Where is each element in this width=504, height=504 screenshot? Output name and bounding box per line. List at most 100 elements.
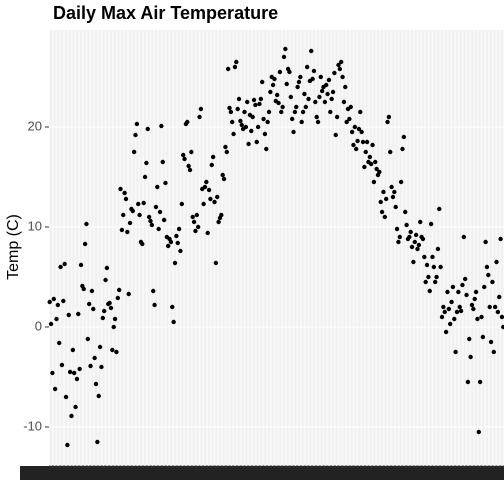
- point: [191, 219, 197, 225]
- point: [438, 264, 443, 270]
- y-axis-label: Temp (C): [5, 214, 22, 280]
- point: [176, 226, 182, 232]
- point: [202, 184, 208, 190]
- point: [67, 369, 73, 375]
- point: [194, 212, 200, 218]
- point: [487, 304, 492, 310]
- point: [296, 79, 302, 85]
- point: [483, 239, 488, 245]
- point: [300, 109, 306, 115]
- point: [123, 196, 129, 202]
- point: [446, 306, 452, 312]
- point: [322, 99, 328, 105]
- point: [272, 76, 277, 82]
- point: [486, 272, 491, 278]
- point: [65, 442, 70, 448]
- point: [175, 240, 180, 246]
- point: [288, 94, 294, 100]
- point: [230, 119, 235, 125]
- point: [397, 234, 402, 240]
- point: [57, 340, 62, 346]
- point: [81, 286, 86, 292]
- point: [235, 106, 240, 112]
- point: [55, 302, 61, 308]
- point: [441, 304, 446, 310]
- point: [66, 312, 71, 318]
- point: [208, 196, 213, 202]
- point: [104, 265, 110, 271]
- point: [270, 82, 276, 88]
- point: [205, 230, 210, 236]
- point: [195, 224, 201, 230]
- point: [231, 131, 236, 137]
- point: [268, 89, 273, 95]
- point: [348, 104, 353, 110]
- point: [238, 118, 243, 124]
- point: [477, 379, 483, 385]
- point: [277, 69, 283, 75]
- point: [186, 163, 191, 169]
- point: [234, 59, 239, 65]
- point: [174, 233, 179, 239]
- point: [228, 109, 234, 115]
- point: [499, 314, 504, 320]
- point: [69, 413, 74, 419]
- point: [329, 96, 334, 102]
- point: [91, 306, 96, 312]
- point: [295, 84, 300, 90]
- point: [464, 292, 469, 298]
- y-tick-label: 20: [28, 118, 42, 133]
- point: [224, 149, 229, 155]
- point: [409, 244, 415, 250]
- point: [88, 363, 93, 369]
- point: [428, 221, 434, 227]
- point: [379, 209, 385, 215]
- point: [330, 89, 336, 95]
- point: [434, 274, 439, 280]
- point: [155, 184, 160, 190]
- point: [281, 54, 287, 60]
- point: [349, 129, 355, 135]
- point: [172, 260, 178, 266]
- point: [473, 289, 479, 295]
- point: [114, 349, 119, 355]
- point: [204, 179, 209, 185]
- point: [140, 241, 145, 247]
- point: [152, 302, 157, 308]
- point: [93, 381, 99, 387]
- point: [171, 319, 176, 325]
- point: [319, 88, 325, 94]
- point: [249, 128, 254, 134]
- point: [236, 96, 242, 102]
- point: [201, 201, 206, 207]
- point: [276, 100, 281, 106]
- point: [433, 279, 438, 285]
- point: [151, 288, 156, 294]
- point: [298, 74, 303, 80]
- point: [78, 262, 84, 268]
- point: [343, 84, 348, 90]
- point: [185, 119, 190, 125]
- point: [461, 234, 467, 240]
- point: [279, 109, 284, 115]
- point: [136, 201, 141, 207]
- point: [197, 114, 202, 120]
- point: [131, 149, 137, 155]
- point: [453, 349, 458, 355]
- point: [92, 355, 97, 361]
- point: [309, 48, 314, 54]
- point: [359, 129, 364, 135]
- point: [460, 282, 465, 288]
- point: [332, 70, 337, 76]
- point: [311, 68, 317, 74]
- point: [491, 349, 496, 355]
- point: [110, 347, 115, 353]
- point: [368, 161, 374, 167]
- point: [157, 209, 163, 215]
- point: [447, 321, 453, 327]
- point: [103, 277, 108, 283]
- point: [274, 92, 280, 98]
- point: [287, 69, 292, 75]
- point: [265, 119, 270, 125]
- point: [148, 218, 153, 224]
